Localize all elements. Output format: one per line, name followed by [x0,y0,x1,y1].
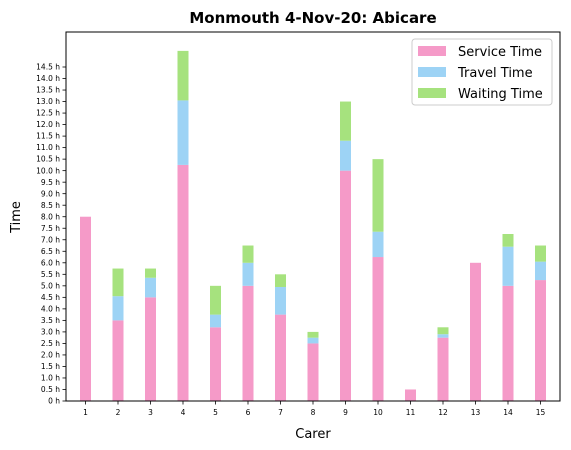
x-tick-label: 15 [536,408,546,417]
y-tick-label: 5.0 h [41,281,60,290]
y-tick-label: 4.5 h [41,293,60,302]
y-tick-label: 2.5 h [41,339,60,348]
y-tick-label: 4.0 h [41,304,60,313]
bar-waiting-time-carer-9 [340,101,351,141]
bar-service-time-carer-6 [242,285,254,401]
bar-service-time-carer-9 [340,170,351,401]
x-tick-label: 3 [148,408,153,417]
y-tick-label: 7.0 h [41,235,60,244]
bar-travel-time-carer-5 [210,314,221,328]
legend-box [411,38,553,106]
x-tick-label: 9 [343,408,348,417]
y-tick-label: 12.0 h [36,120,60,129]
legend-swatch-service-time [418,46,446,56]
y-tick-label: 9.0 h [41,189,60,198]
bar-waiting-time-carer-3 [145,268,156,278]
y-tick-label: 9.5 h [41,178,60,187]
x-tick-label: 7 [278,408,283,417]
x-tick-label: 8 [311,408,316,417]
bar-waiting-time-carer-6 [242,245,254,263]
bar-waiting-time-carer-8 [307,331,319,338]
y-tick-label: 8.0 h [41,212,60,221]
bar-travel-time-carer-9 [340,140,351,171]
y-tick-label: 6.0 h [41,258,60,267]
y-tick-label: 11.0 h [36,143,60,152]
y-axis-label: Time [9,201,24,234]
y-tick-label: 6.5 h [41,247,60,256]
y-tick-label: 1.0 h [41,374,60,383]
x-tick-label: 6 [246,408,251,417]
bar-travel-time-carer-7 [275,286,286,315]
y-tick-label: 7.5 h [41,224,60,233]
bar-travel-time-carer-3 [145,277,156,298]
bar-travel-time-carer-8 [307,337,319,344]
bar-service-time-carer-8 [307,343,319,401]
y-tick-label: 10.0 h [36,166,60,175]
y-tick-label: 8.5 h [41,201,60,210]
bar-travel-time-carer-6 [242,262,254,286]
bar-travel-time-carer-10 [372,231,384,258]
y-tick-label: 5.5 h [41,270,60,279]
chart-title: Monmouth 4-Nov-20: Abicare [189,9,436,27]
x-tick-label: 14 [503,408,513,417]
x-tick-label: 10 [373,408,383,417]
bar-travel-time-carer-14 [502,246,514,286]
y-tick-label: 14.0 h [36,74,60,83]
legend-swatch-travel-time [418,67,446,77]
bar-waiting-time-carer-4 [177,50,189,101]
bar-service-time-carer-3 [145,297,156,401]
bar-service-time-carer-5 [210,327,221,401]
y-tick-label: 3.0 h [41,327,60,336]
y-tick-label: 12.5 h [36,109,60,118]
y-tick-label: 1.5 h [41,362,60,371]
y-tick-label: 2.0 h [41,351,60,360]
legend-label-service-time: Service Time [458,45,542,60]
plot-area: 0 h 0.5 h 1.0 h 1.5 h 2.0 h 2.5 h 3.0 h 3.5 h 4.… [36,31,561,417]
bar-travel-time-carer-4 [177,100,189,165]
x-tick-label: 5 [213,408,218,417]
bar-waiting-time-carer-7 [275,274,286,287]
bar-service-time-carer-7 [275,314,286,401]
x-tick-label: 1 [83,408,88,417]
bar-travel-time-carer-12 [437,334,449,338]
x-axis-label: Carer [295,427,331,442]
legend-swatch-waiting-time [418,88,446,98]
y-tick-label: 14.5 h [36,63,60,72]
bar-service-time-carer-1 [80,216,91,401]
x-tick-label: 13 [471,408,481,417]
legend: Service Time Travel Time Waiting Time [411,38,553,106]
y-tick-label: 13.5 h [36,86,60,95]
bar-travel-time-carer-15 [535,261,546,281]
x-tick-label: 12 [438,408,448,417]
y-tick-label: 13.0 h [36,97,60,106]
bar-service-time-carer-14 [502,285,514,401]
bar-service-time-carer-11 [405,389,416,401]
y-tick-label: 3.5 h [41,316,60,325]
bar-waiting-time-carer-2 [112,268,124,297]
bar-waiting-time-carer-14 [502,234,514,247]
y-tick-label: 10.5 h [36,155,60,164]
y-tick-label: 11.5 h [36,132,60,141]
bar-waiting-time-carer-10 [372,159,384,232]
x-tick-label: 11 [406,408,416,417]
bar-service-time-carer-2 [112,320,124,401]
y-tick-label: 0.5 h [41,385,60,394]
bar-service-time-carer-13 [470,262,481,401]
legend-label-waiting-time: Waiting Time [458,87,543,102]
legend-label-travel-time: Travel Time [457,66,533,81]
x-tick-label: 4 [181,408,186,417]
bar-service-time-carer-10 [372,257,384,401]
bar-waiting-time-carer-12 [437,327,449,335]
bar-service-time-carer-12 [437,337,449,401]
x-tick-label: 2 [116,408,121,417]
y-tick-label: 0 h [48,397,60,406]
bar-service-time-carer-4 [177,164,189,401]
bar-waiting-time-carer-15 [535,245,546,262]
bar-travel-time-carer-2 [112,296,124,321]
bar-service-time-carer-15 [535,280,546,401]
bar-waiting-time-carer-5 [210,285,221,315]
